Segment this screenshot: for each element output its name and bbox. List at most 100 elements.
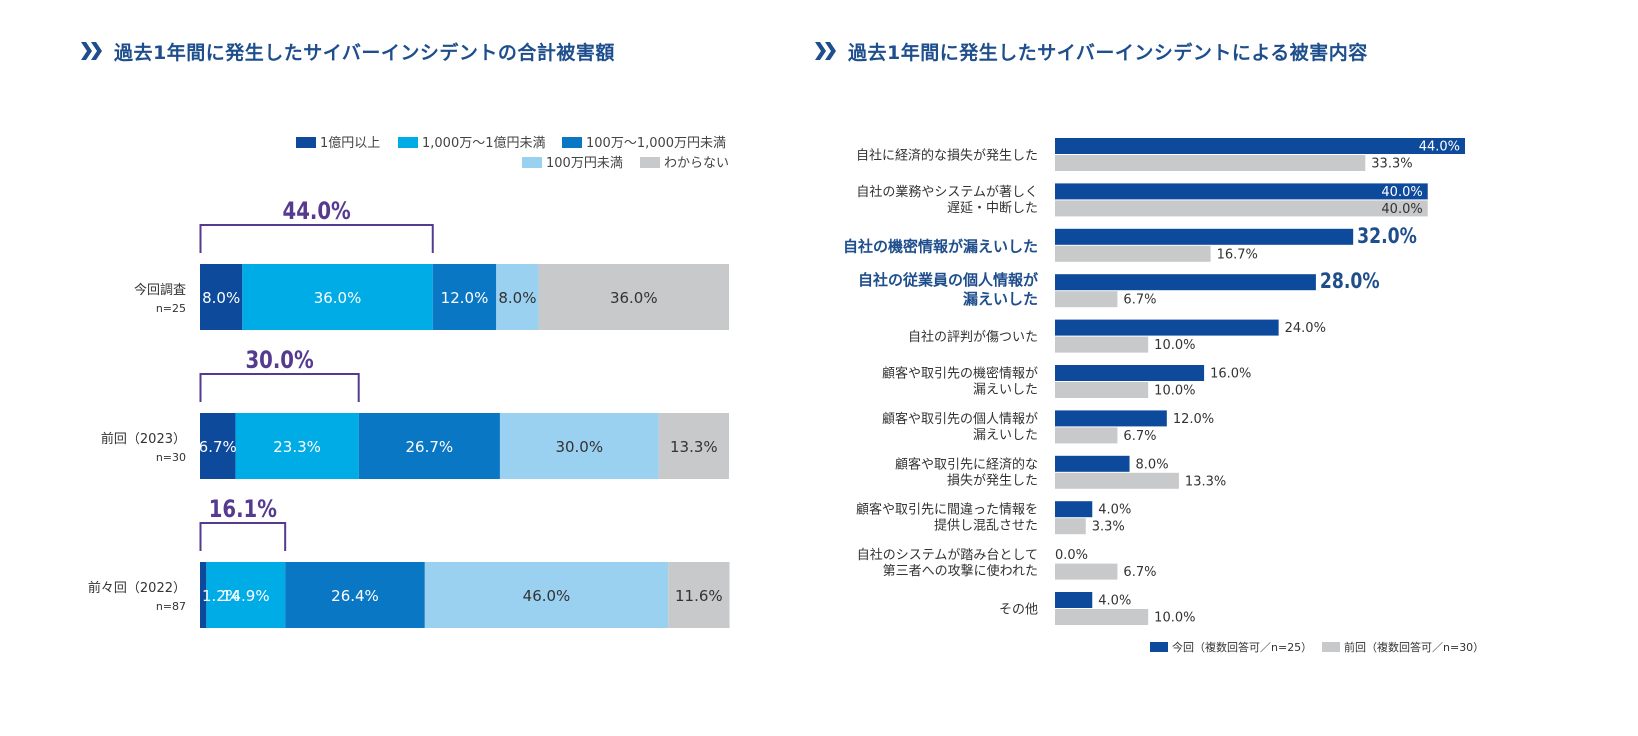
stacked-bar-segment — [432, 264, 497, 330]
segment-value-label: 1.2% — [202, 587, 240, 605]
bar-current-value-label: 16.0% — [1210, 367, 1251, 382]
segment-value-label: 26.4% — [331, 587, 379, 605]
bar-current — [1055, 365, 1205, 381]
group-label: 前々回（2022） — [88, 580, 186, 596]
category-label-line1: 自社の業務やシステムが著しく — [856, 184, 1038, 200]
bar-previous — [1055, 427, 1118, 444]
category-label-line1: 自社のシステムが踏み台として — [857, 547, 1038, 563]
segment-value-label: 26.7% — [405, 438, 453, 456]
category-label: 自社に経済的な損失が発生した — [856, 148, 1038, 164]
category-label-line1: 顧客や取引先の個人情報が — [882, 411, 1038, 427]
bar-current — [1055, 228, 1354, 245]
bar-previous-value-label: 3.3% — [1092, 520, 1125, 535]
bar-current-value-label: 0.0% — [1055, 548, 1088, 563]
segment-value-label: 6.7% — [199, 438, 237, 456]
legend-swatch — [562, 137, 582, 148]
category-label-line2: 提供し混乱させた — [934, 518, 1038, 534]
stacked-bar-segment — [200, 413, 236, 479]
legend-swatch — [640, 157, 660, 168]
category-label-line2: 損失が発生した — [947, 473, 1038, 488]
bar-previous — [1055, 609, 1149, 625]
bar-current-value-label: 24.0% — [1285, 321, 1326, 336]
double-chevron-icon — [81, 42, 102, 60]
group-label: 今回調査 — [134, 282, 186, 298]
bar-previous — [1055, 563, 1118, 580]
stacked-bar-segment — [424, 562, 669, 628]
bar-previous-value-label: 10.0% — [1154, 611, 1195, 626]
stacked-bar-segment — [200, 264, 243, 330]
legend-label-previous: 前回（複数回答可／n=30） — [1344, 640, 1484, 654]
stacked-bar-segment — [499, 413, 659, 479]
bar-previous-value-label: 33.3% — [1371, 157, 1412, 172]
left-heading: 過去1年間に発生したサイバーインシデントの合計被害額 — [80, 36, 615, 66]
right-heading: 過去1年間に発生したサイバーインシデントによる被害内容 — [814, 36, 1368, 66]
legend-swatch — [398, 137, 418, 148]
bar-current-value-label: 32.0% — [1357, 223, 1417, 248]
bar-current-value-label: 4.0% — [1098, 594, 1131, 609]
bar-current-value-label: 4.0% — [1098, 503, 1131, 518]
bar-current — [1055, 138, 1465, 154]
bar-current-value-label: 40.0% — [1381, 185, 1422, 200]
stacked-bar-segment — [538, 264, 729, 330]
cumulative-bracket — [199, 224, 434, 253]
cumulative-bracket — [199, 373, 360, 402]
bar-previous — [1055, 200, 1428, 217]
bar-current — [1055, 183, 1428, 200]
bar-current-value-label: 8.0% — [1136, 457, 1169, 472]
bracket-value-label: 16.1% — [209, 496, 277, 523]
bar-previous-value-label: 16.7% — [1217, 247, 1258, 262]
legend-label: 100万円未満 — [546, 156, 623, 171]
stacked-bar-segment — [285, 562, 425, 628]
segment-value-label: 8.0% — [498, 289, 536, 307]
bar-previous-value-label: 10.0% — [1154, 384, 1195, 399]
bar-previous-value-label: 6.7% — [1123, 429, 1156, 444]
bar-previous-value-label: 13.3% — [1185, 474, 1226, 489]
legend-label: 1,000万〜1億円未満 — [422, 135, 546, 151]
segment-value-label: 14.9% — [222, 587, 270, 605]
bracket-value-label: 44.0% — [283, 198, 351, 225]
bar-previous — [1055, 472, 1179, 489]
group-n-label: n=30 — [156, 451, 186, 464]
category-label: 自社の機密情報が漏えいした — [843, 237, 1038, 255]
right-chart-title: 過去1年間に発生したサイバーインシデントによる被害内容 — [848, 41, 1368, 64]
group-label: 前回（2023） — [101, 431, 186, 447]
legend-label: わからない — [664, 156, 729, 171]
bracket-value-label: 30.0% — [245, 347, 313, 374]
group-n-label: n=87 — [156, 600, 186, 613]
double-chevron-icon — [815, 42, 836, 60]
category-label-line2: 漏えいした — [973, 382, 1038, 398]
group-n-label: n=25 — [156, 302, 186, 315]
stacked-bar-segment — [658, 413, 729, 479]
damage-amount-stacked-chart: 1億円以上 1,000万〜1億円未満 100万〜1,000万円未満 100万円未満 わか… — [88, 135, 730, 628]
legend-label-current: 今回（複数回答可／n=25） — [1172, 640, 1312, 654]
segment-value-label: 30.0% — [555, 438, 603, 456]
category-label-line2: 遅延・中断した — [947, 201, 1038, 216]
bar-current — [1055, 274, 1316, 291]
legend-swatch-previous — [1322, 642, 1340, 652]
segment-value-label: 8.0% — [202, 289, 240, 307]
bar-current — [1055, 501, 1093, 518]
stacked-bar-segment — [242, 264, 433, 330]
bar-previous — [1055, 245, 1211, 262]
cumulative-bracket — [199, 522, 287, 551]
segment-value-label: 36.0% — [314, 289, 362, 307]
bar-previous-value-label: 40.0% — [1381, 202, 1422, 217]
category-label-line1: 自社の従業員の個人情報が — [858, 271, 1039, 289]
category-label-line2: 漏えいした — [963, 290, 1038, 308]
left-chart-title: 過去1年間に発生したサイバーインシデントの合計被害額 — [114, 41, 615, 64]
bar-previous-value-label: 6.7% — [1123, 565, 1156, 580]
legend-label: 100万〜1,000万円未満 — [586, 136, 726, 151]
segment-value-label: 11.6% — [675, 587, 723, 605]
segment-value-label: 13.3% — [670, 438, 718, 456]
legend-swatch-current — [1150, 642, 1168, 652]
segment-value-label: 36.0% — [610, 289, 658, 307]
legend-label: 1億円以上 — [320, 135, 380, 151]
bar-current — [1055, 319, 1279, 336]
stacked-bar-segment — [206, 562, 286, 628]
category-label-line2: 第三者への攻撃に使われた — [883, 563, 1038, 579]
damage-content-grouped-chart: 自社に経済的な損失が発生した 44.0% 33.3% 自社の業務やシステムが著しく遅延… — [843, 138, 1484, 654]
category-label-line2: 漏えいした — [973, 427, 1038, 443]
category-label: 自社の評判が傷ついた — [908, 329, 1038, 345]
bar-previous-value-label: 6.7% — [1123, 293, 1156, 308]
stacked-bar-segment — [358, 413, 500, 479]
